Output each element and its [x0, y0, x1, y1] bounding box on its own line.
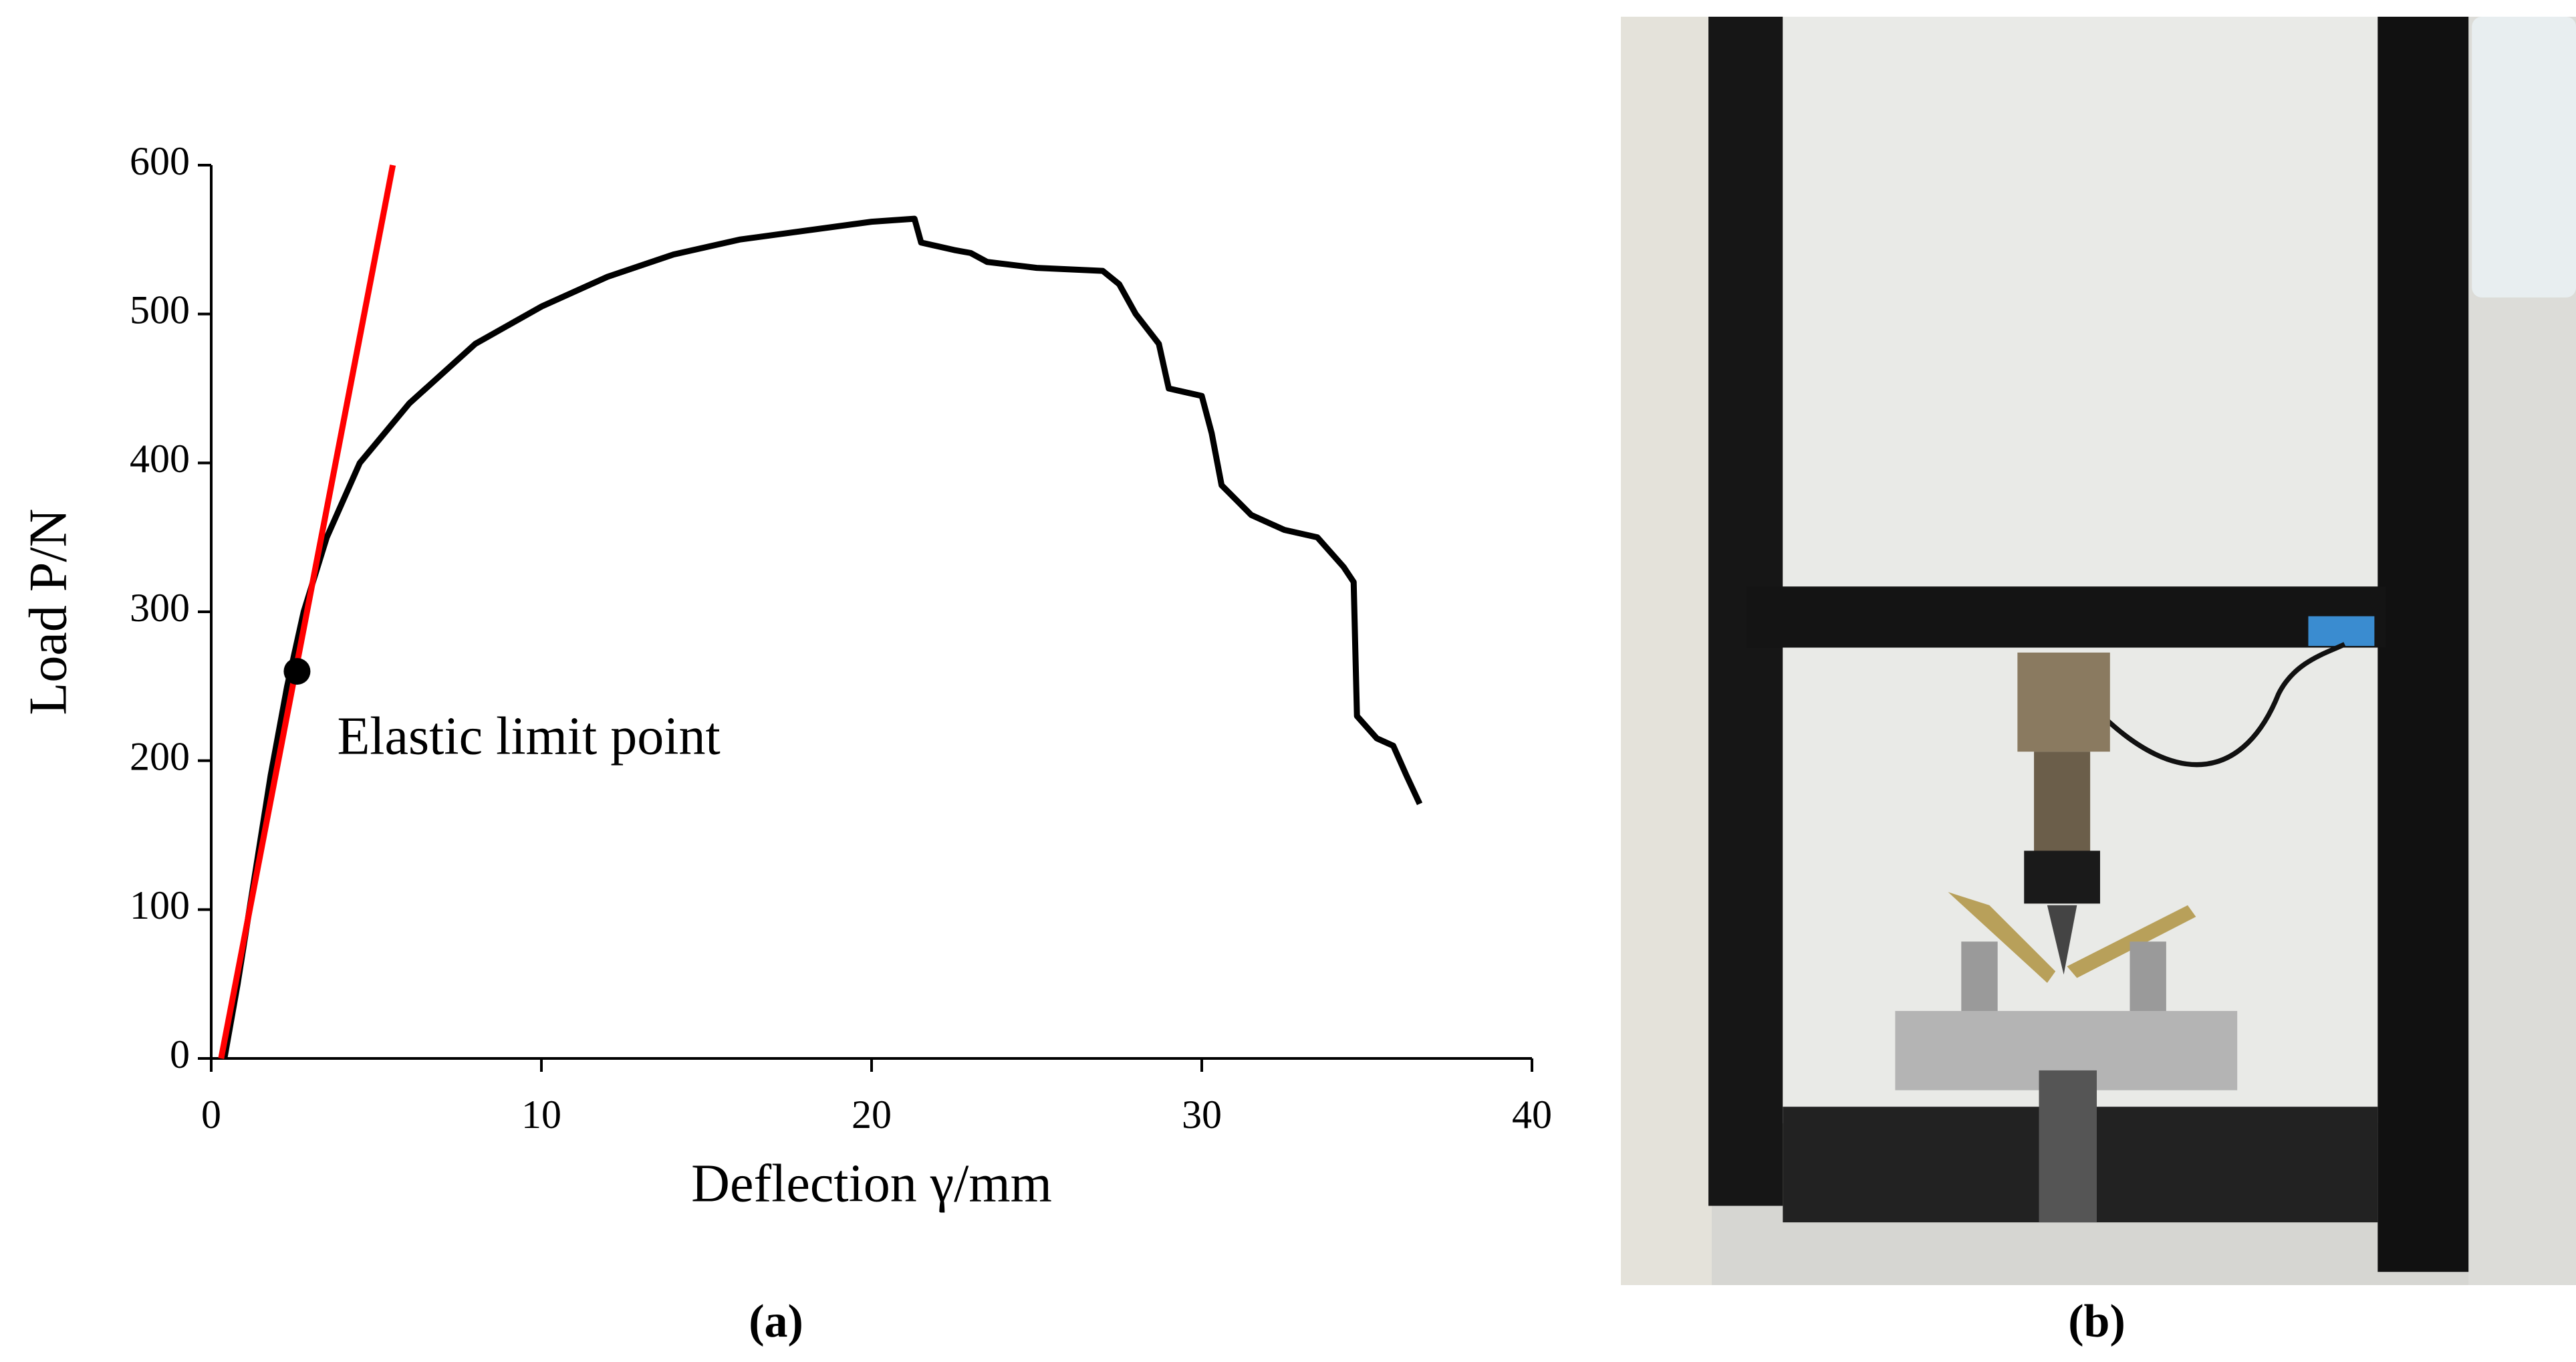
x-tick-label: 40 — [1512, 1093, 1552, 1137]
panel-label: (b) — [2068, 1296, 2126, 1347]
y-axis-label: Load P/N — [19, 509, 78, 715]
crossbeam — [1746, 586, 2386, 648]
cable — [2095, 642, 2346, 768]
panel-label: (a) — [749, 1296, 803, 1347]
y-tick-label: 600 — [130, 139, 190, 183]
y-tick-label: 200 — [130, 734, 190, 778]
sensor-box — [2308, 616, 2375, 647]
y-tick-label: 500 — [130, 288, 190, 332]
right-rail — [2377, 17, 2469, 1272]
annotation: Elastic limit point — [337, 707, 720, 766]
rod — [2034, 752, 2091, 859]
load-cell — [2017, 652, 2110, 752]
data-line — [221, 215, 1423, 1059]
y-tick-label: 300 — [130, 586, 190, 630]
x-axis-label: Deflection γ/mm — [691, 1154, 1052, 1213]
photo — [1621, 17, 2576, 1285]
elastic-limit-point — [283, 658, 311, 685]
data-line — [218, 164, 396, 1059]
lower-rod — [2039, 1070, 2097, 1223]
x-tick-label: 20 — [852, 1093, 892, 1137]
specimen-left — [1948, 892, 2056, 983]
collar — [2024, 850, 2100, 904]
indenter — [2047, 905, 2077, 975]
y-tick-label: 100 — [130, 883, 190, 927]
x-tick-label: 10 — [521, 1093, 561, 1137]
y-tick-label: 400 — [130, 437, 190, 481]
control-panel — [2472, 17, 2576, 298]
back-wall — [1783, 17, 2378, 1123]
left-column — [1621, 17, 1712, 1285]
y-tick-label: 0 — [170, 1032, 190, 1076]
x-tick-label: 0 — [201, 1093, 221, 1137]
x-tick-label: 30 — [1182, 1093, 1222, 1137]
